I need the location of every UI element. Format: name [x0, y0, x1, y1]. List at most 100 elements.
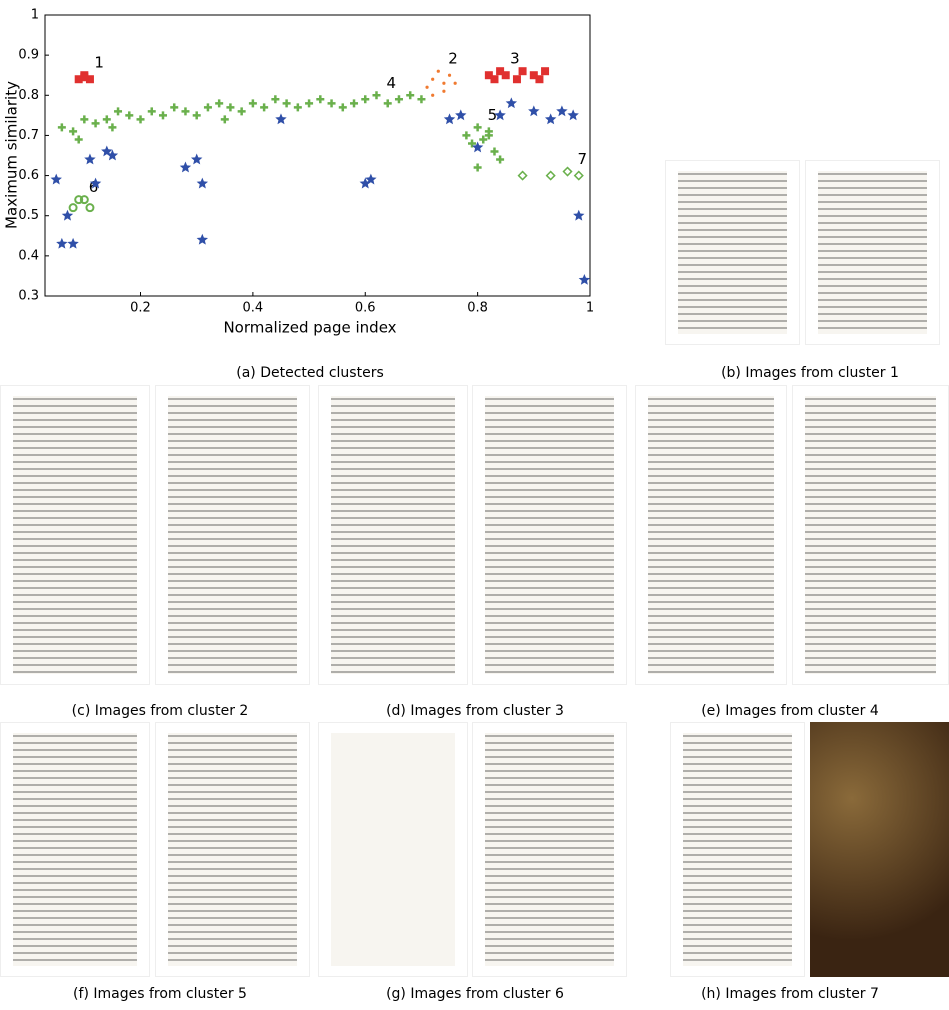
point	[70, 204, 77, 211]
point	[316, 95, 324, 103]
page: Normalized page index Maximum similarity…	[0, 0, 949, 1010]
point	[238, 107, 246, 115]
point	[328, 99, 336, 107]
point	[204, 103, 212, 111]
point	[275, 113, 286, 124]
point	[86, 204, 93, 211]
point	[80, 73, 88, 81]
point	[567, 109, 578, 120]
point	[519, 67, 527, 75]
point	[431, 78, 434, 81]
point	[556, 105, 567, 116]
point	[271, 95, 279, 103]
point	[496, 156, 504, 164]
x-axis-label: Normalized page index	[223, 319, 396, 337]
point	[541, 67, 549, 75]
point	[191, 154, 202, 165]
point	[575, 172, 583, 180]
point	[506, 97, 517, 108]
caption: (a) Detected clusters	[200, 365, 420, 381]
y-tick-label: 0.5	[18, 208, 39, 223]
point	[442, 90, 445, 93]
point	[56, 238, 67, 249]
y-tick-label: 0.3	[18, 289, 39, 304]
page-image	[155, 722, 310, 977]
point	[490, 147, 498, 155]
y-tick-label: 0.9	[18, 48, 39, 63]
caption: (f) Images from cluster 5	[40, 986, 280, 1002]
page-image	[472, 722, 627, 977]
point	[372, 91, 380, 99]
caption: (g) Images from cluster 6	[355, 986, 595, 1002]
point	[350, 99, 358, 107]
page-image	[0, 722, 150, 977]
point	[84, 154, 95, 165]
point	[125, 111, 133, 119]
point	[339, 103, 347, 111]
page-image	[318, 385, 468, 685]
point	[170, 103, 178, 111]
point	[181, 107, 189, 115]
point	[384, 99, 392, 107]
y-tick-label: 1	[31, 8, 39, 23]
point	[69, 127, 77, 135]
point	[294, 103, 302, 111]
page-image	[472, 385, 627, 685]
page-image	[318, 722, 468, 977]
cluster-label: 7	[578, 150, 588, 168]
caption: (c) Images from cluster 2	[40, 703, 280, 719]
point	[159, 111, 167, 119]
point	[180, 162, 191, 173]
cluster-label: 4	[386, 74, 396, 92]
point	[395, 95, 403, 103]
point	[528, 105, 539, 116]
point	[462, 131, 470, 139]
caption: (e) Images from cluster 4	[670, 703, 910, 719]
y-tick-label: 0.4	[18, 248, 39, 263]
page-image	[155, 385, 310, 685]
point	[448, 74, 451, 77]
point	[455, 109, 466, 120]
point	[67, 238, 78, 249]
texture-image	[810, 722, 949, 977]
chart: Normalized page index Maximum similarity…	[0, 0, 620, 360]
caption: (b) Images from cluster 1	[690, 365, 930, 381]
page-image	[805, 160, 940, 345]
point	[519, 172, 527, 180]
point	[579, 274, 590, 285]
point	[283, 99, 291, 107]
caption: (h) Images from cluster 7	[670, 986, 910, 1002]
point	[80, 115, 88, 123]
point	[92, 119, 100, 127]
point	[148, 107, 156, 115]
point	[221, 115, 229, 123]
cluster-label: 3	[510, 50, 520, 68]
point	[137, 115, 145, 123]
point	[114, 107, 122, 115]
x-tick-label: 0.2	[130, 301, 151, 316]
page-image	[0, 385, 150, 685]
point	[547, 172, 555, 180]
point	[193, 111, 201, 119]
cluster-label: 2	[448, 50, 458, 68]
x-tick-label: 0.8	[467, 301, 488, 316]
point	[502, 71, 510, 79]
point	[454, 82, 457, 85]
point	[573, 210, 584, 221]
page-image	[635, 385, 787, 685]
point	[58, 123, 66, 131]
point	[535, 75, 543, 83]
point	[197, 178, 208, 189]
page-image	[792, 385, 949, 685]
point	[75, 135, 83, 143]
x-tick-label: 0.4	[243, 301, 264, 316]
cluster-label: 5	[488, 106, 498, 124]
point	[249, 99, 257, 107]
cluster-label: 1	[94, 54, 104, 72]
plot-frame	[45, 15, 590, 296]
point	[431, 94, 434, 97]
point	[425, 86, 428, 89]
x-tick-label: 0.6	[355, 301, 376, 316]
y-axis-label: Maximum similarity	[3, 81, 21, 229]
point	[474, 123, 482, 131]
